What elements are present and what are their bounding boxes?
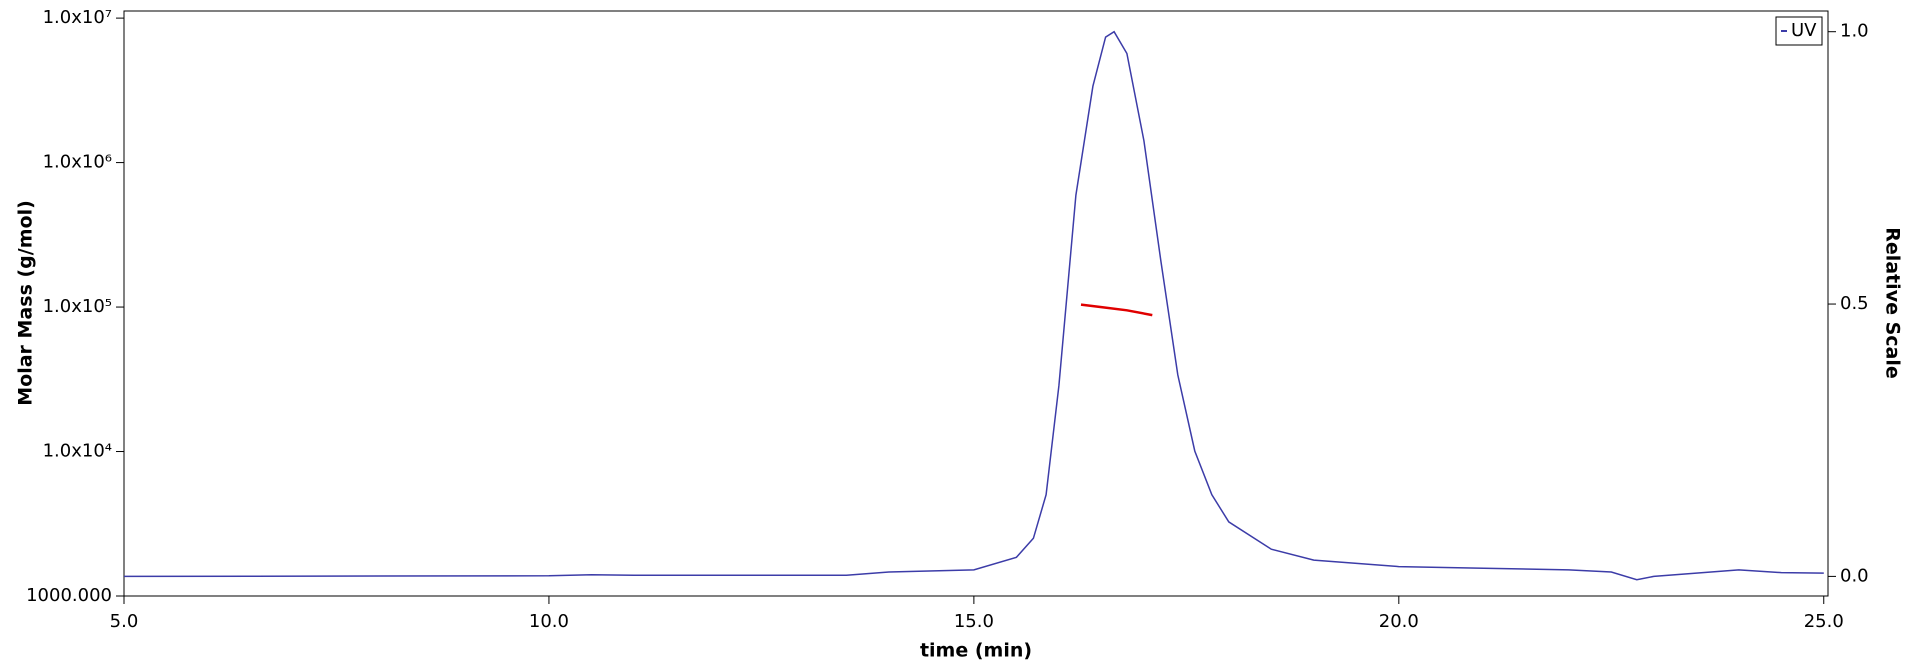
x-tick-label: 5.0 <box>110 611 139 632</box>
x-tick-label: 10.0 <box>529 611 569 632</box>
x-tick-label: 15.0 <box>954 611 994 632</box>
y-tick-label: 1.0x10⁵ <box>43 296 112 317</box>
series-line <box>1080 303 1153 317</box>
x-tick-label: 20.0 <box>1379 611 1419 632</box>
legend-label: UV <box>1791 20 1817 41</box>
y2-tick-label: 0.5 <box>1840 293 1869 314</box>
x-axis-label: time (min) <box>920 640 1032 662</box>
y2-tick-label: 1.0 <box>1840 21 1869 42</box>
y-axis-label: Molar Mass (g/mol) <box>15 200 37 406</box>
x-tick-label: 25.0 <box>1804 611 1844 632</box>
y2-axis-label: Relative Scale <box>1882 227 1904 379</box>
y-tick-label: 1.0x10⁶ <box>43 152 112 173</box>
series-line <box>123 30 1824 581</box>
plot-frame <box>123 10 1829 597</box>
y-tick-label: 1000.000 <box>26 585 112 606</box>
y2-tick-label: 0.0 <box>1840 565 1869 586</box>
y-tick-label: 1.0x10⁷ <box>43 7 112 28</box>
y-tick-label: 1.0x10⁴ <box>43 441 112 462</box>
